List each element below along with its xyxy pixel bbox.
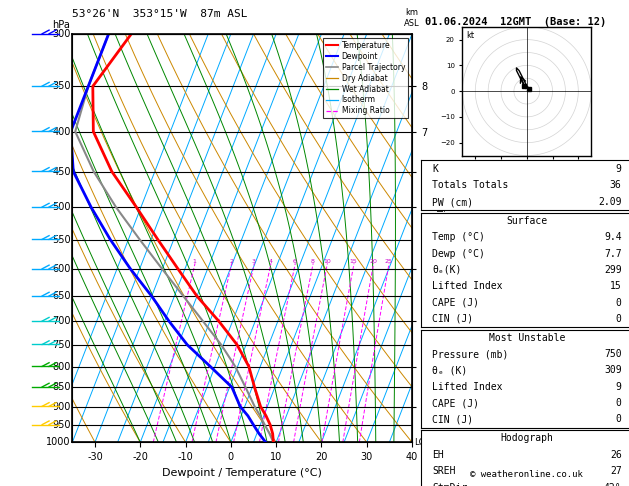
Text: 300: 300: [52, 29, 70, 39]
Text: 450: 450: [52, 167, 70, 176]
Text: Lifted Index: Lifted Index: [432, 281, 503, 291]
Text: 01.06.2024  12GMT  (Base: 12): 01.06.2024 12GMT (Base: 12): [425, 17, 606, 27]
Text: 25: 25: [385, 259, 392, 264]
Text: 20: 20: [369, 259, 377, 264]
Text: SREH: SREH: [432, 466, 455, 476]
Text: 8: 8: [311, 259, 314, 264]
Text: 10: 10: [323, 259, 331, 264]
Text: 0: 0: [616, 415, 621, 424]
Text: Dewp (°C): Dewp (°C): [432, 249, 485, 259]
Text: Temp (°C): Temp (°C): [432, 232, 485, 243]
Text: 700: 700: [52, 316, 70, 326]
Text: Lifted Index: Lifted Index: [432, 382, 503, 392]
Y-axis label: Mixing Ratio (g/kg): Mixing Ratio (g/kg): [434, 192, 444, 284]
Text: 42°: 42°: [604, 483, 621, 486]
Text: 6: 6: [292, 259, 297, 264]
X-axis label: Dewpoint / Temperature (°C): Dewpoint / Temperature (°C): [162, 468, 322, 478]
Text: 2: 2: [229, 259, 233, 264]
Text: 27: 27: [610, 466, 621, 476]
Text: 0: 0: [616, 297, 621, 308]
Text: 26: 26: [610, 450, 621, 460]
Text: 1000: 1000: [46, 437, 70, 447]
Text: PW (cm): PW (cm): [432, 197, 473, 207]
Text: StmDir: StmDir: [432, 483, 467, 486]
Text: 0: 0: [616, 398, 621, 408]
Text: CIN (J): CIN (J): [432, 314, 473, 324]
Text: 36: 36: [610, 180, 621, 191]
Text: θₑ(K): θₑ(K): [432, 265, 461, 275]
Text: 1: 1: [192, 259, 196, 264]
Text: Most Unstable: Most Unstable: [489, 333, 565, 343]
Text: 350: 350: [52, 81, 70, 91]
Text: K: K: [432, 164, 438, 174]
Legend: Temperature, Dewpoint, Parcel Trajectory, Dry Adiabat, Wet Adiabat, Isotherm, Mi: Temperature, Dewpoint, Parcel Trajectory…: [323, 38, 408, 119]
Text: 0: 0: [616, 314, 621, 324]
Text: kt: kt: [466, 31, 474, 39]
Text: 4: 4: [269, 259, 272, 264]
Text: 750: 750: [604, 349, 621, 359]
Text: 850: 850: [52, 382, 70, 392]
Text: 299: 299: [604, 265, 621, 275]
Text: 650: 650: [52, 291, 70, 301]
Text: 53°26'N  353°15'W  87m ASL: 53°26'N 353°15'W 87m ASL: [72, 9, 248, 19]
Text: CAPE (J): CAPE (J): [432, 297, 479, 308]
Text: 400: 400: [52, 126, 70, 137]
Text: θₑ (K): θₑ (K): [432, 365, 467, 375]
Text: 500: 500: [52, 202, 70, 212]
Text: 9.4: 9.4: [604, 232, 621, 243]
Text: Totals Totals: Totals Totals: [432, 180, 508, 191]
Text: CAPE (J): CAPE (J): [432, 398, 479, 408]
Text: 9: 9: [616, 382, 621, 392]
Text: 900: 900: [52, 401, 70, 412]
Text: 600: 600: [52, 264, 70, 274]
Text: CIN (J): CIN (J): [432, 415, 473, 424]
Text: 309: 309: [604, 365, 621, 375]
Text: 15: 15: [610, 281, 621, 291]
Text: 2.09: 2.09: [598, 197, 621, 207]
Text: 9: 9: [616, 164, 621, 174]
Text: Hodograph: Hodograph: [500, 434, 554, 443]
Text: 750: 750: [52, 340, 70, 350]
Text: LCL: LCL: [414, 438, 429, 447]
Text: Pressure (mb): Pressure (mb): [432, 349, 508, 359]
Text: 950: 950: [52, 420, 70, 430]
Text: 550: 550: [52, 235, 70, 244]
Text: EH: EH: [432, 450, 443, 460]
Text: 800: 800: [52, 362, 70, 372]
Text: 3: 3: [252, 259, 255, 264]
Text: hPa: hPa: [52, 20, 70, 30]
Text: 7.7: 7.7: [604, 249, 621, 259]
Text: 15: 15: [350, 259, 357, 264]
Text: km
ASL: km ASL: [404, 8, 420, 28]
Text: Surface: Surface: [506, 216, 547, 226]
Text: © weatheronline.co.uk: © weatheronline.co.uk: [470, 469, 583, 479]
